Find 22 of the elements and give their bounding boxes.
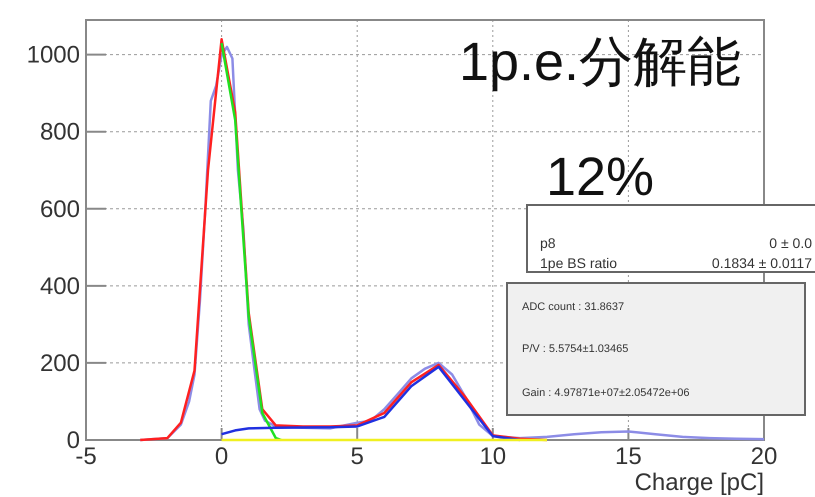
- annotation: P/V : 5.5754±1.03465: [522, 343, 628, 355]
- y-tick-label: 600: [40, 196, 80, 223]
- x-axis-title: Charge [pC]: [634, 469, 764, 496]
- y-tick-label: 800: [40, 118, 80, 146]
- annotation: 1p.e.分解能: [458, 32, 742, 92]
- annotation: 0.1834 ± 0.0117: [712, 255, 812, 271]
- text: 0 ± 0.0: [769, 235, 812, 251]
- y-tick-label: 1000: [26, 42, 80, 69]
- x-tick-label: 15: [615, 443, 642, 470]
- line-series: [220, 366, 522, 442]
- x-tick-label: 5: [350, 443, 364, 470]
- x-tick-label: 10: [479, 443, 506, 470]
- annotation: 12%: [546, 147, 654, 207]
- annotation: Gain : 4.97871e+07±2.05472e+06: [522, 387, 690, 399]
- y-tick-label: 400: [40, 272, 80, 300]
- line-series: [220, 42, 283, 442]
- y-tick-label: 200: [40, 350, 80, 377]
- x-tick-label: 0: [214, 443, 228, 470]
- annotation: 1pe BS ratio: [540, 255, 618, 271]
- x-tick-label: 20: [750, 443, 778, 470]
- annotation: ADC count : 31.8637: [522, 301, 624, 313]
- annotation: p8: [540, 235, 556, 251]
